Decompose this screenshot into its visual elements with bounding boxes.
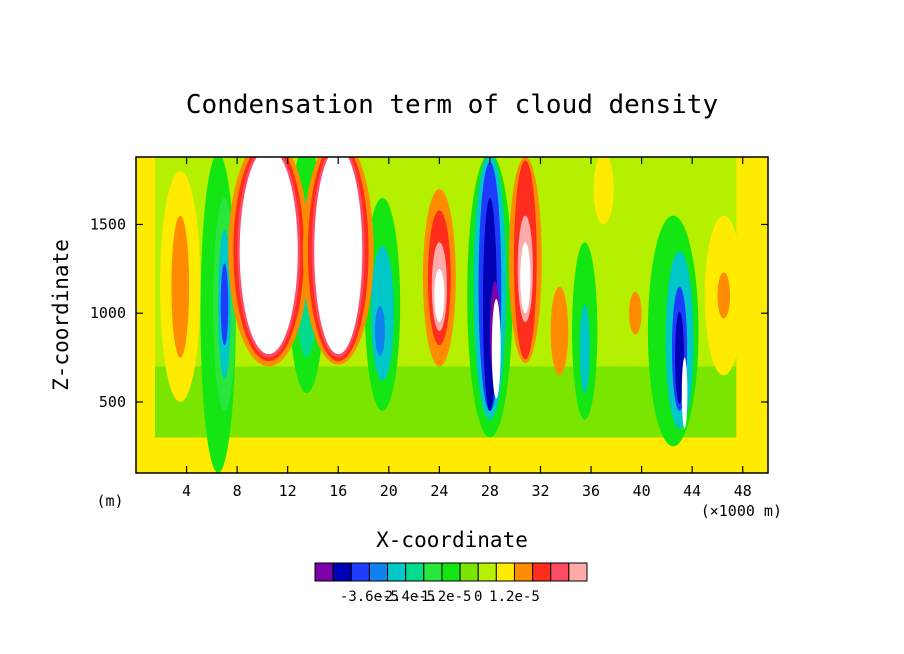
- colorbar-label: -1.2e-5: [412, 589, 471, 605]
- contour-region-10: [220, 263, 229, 346]
- colorbar-swatch: [314, 562, 334, 582]
- x-axis-label: X-coordinate: [376, 528, 528, 552]
- colorbar-swatch: [350, 562, 370, 582]
- colorbar-swatch: [495, 562, 515, 582]
- contour-region-26: [675, 311, 684, 404]
- contour-region-44: [681, 357, 688, 429]
- contour-region-3: [717, 272, 731, 319]
- x-tick-label: 44: [683, 482, 701, 500]
- y-ticks: 500 1000 1500: [90, 215, 768, 411]
- colorbar-swatch: [550, 562, 570, 582]
- colorbar-swatch: [459, 562, 479, 582]
- colorbar-swatch: [532, 562, 552, 582]
- plot-frame: [135, 156, 769, 474]
- colorbar-labels: -3.6e-5-2.4e-5-1.2e-5 0 1.2e-5: [340, 589, 540, 605]
- colorbar-swatch: [405, 562, 425, 582]
- colorbar-swatch: [441, 562, 461, 582]
- contour-region-15: [374, 306, 386, 356]
- colorbar-swatch: [423, 562, 443, 582]
- colorbar-label: 0: [474, 589, 482, 605]
- x-tick-label: 32: [531, 482, 549, 500]
- y-tick-label: 1000: [90, 304, 126, 322]
- y-tick-label: 500: [99, 393, 126, 411]
- contour-region-5: [550, 286, 569, 376]
- chart-title: Condensation term of cloud density: [186, 90, 718, 120]
- contour-region-42: [520, 242, 531, 314]
- y-tick-label: 1500: [90, 215, 126, 233]
- contour-region-6: [593, 157, 614, 225]
- x-tick-label: 40: [633, 482, 651, 500]
- colorbar-swatch: [568, 562, 588, 582]
- x-tick-label: 28: [481, 482, 499, 500]
- field-band-surface: [136, 437, 768, 473]
- y-axis-label: Z-coordinate: [49, 239, 73, 391]
- x-tick-label: 48: [734, 482, 752, 500]
- colorbar-label: -2.4e-5: [376, 589, 435, 605]
- heatmap-field: [136, 157, 768, 473]
- contour-region-43: [491, 299, 501, 399]
- contour-region-22: [579, 304, 590, 394]
- contour-region-30: [239, 157, 298, 355]
- x-tick-label: 16: [329, 482, 347, 500]
- colorbar-swatch: [332, 562, 352, 582]
- y-unit-label: (m): [96, 492, 123, 510]
- colorbar-label: -3.6e-5: [340, 589, 399, 605]
- colorbar-swatch: [387, 562, 407, 582]
- x-tick-label: 24: [430, 482, 448, 500]
- contour-region-1: [171, 215, 190, 358]
- colorbar-swatch: [477, 562, 497, 582]
- x-ticks: 4 8 12 16 20 24 28 32 36 40 44 48: [182, 157, 752, 500]
- field-band-left-edge: [136, 157, 155, 473]
- colorbar-swatch: [368, 562, 389, 582]
- colorbar-swatch: [513, 562, 534, 582]
- x-tick-label: 36: [582, 482, 600, 500]
- contour-region-4: [628, 291, 642, 335]
- x-tick-label: 4: [182, 482, 191, 500]
- colorbar-label: 1.2e-5: [489, 589, 540, 605]
- x-tick-label: 12: [279, 482, 297, 500]
- colorbar: [314, 562, 588, 582]
- x-tick-label: 8: [233, 482, 242, 500]
- contour-region-38: [434, 268, 445, 323]
- x-unit-label: (×1000 m): [701, 502, 782, 520]
- contour-region-34: [314, 157, 363, 355]
- x-tick-label: 20: [380, 482, 398, 500]
